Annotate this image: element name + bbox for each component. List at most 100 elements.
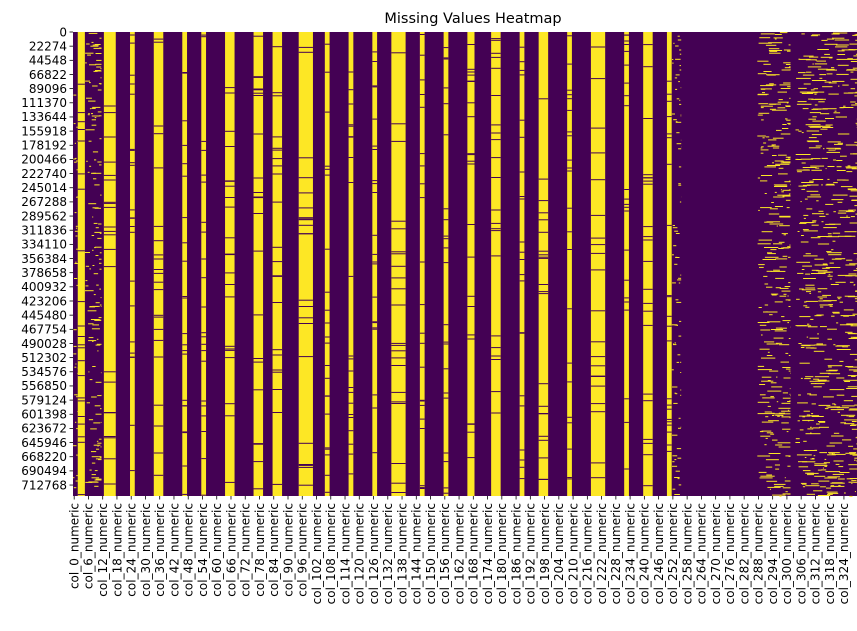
missing-segment [781, 69, 791, 71]
x-tick-label: col_120_numeric [353, 503, 367, 604]
present-streak [491, 255, 501, 257]
present-streak [538, 257, 549, 259]
present-streak [298, 224, 313, 226]
present-streak [324, 342, 330, 344]
present-streak [590, 341, 606, 343]
present-streak [153, 281, 164, 283]
missing-segment [768, 48, 780, 50]
present-streak [443, 324, 449, 326]
missing-segment [94, 485, 99, 487]
present-streak [567, 135, 572, 137]
missing-segment [827, 365, 843, 367]
missing-segment [788, 256, 791, 258]
present-streak [324, 174, 330, 176]
missing-segment [785, 106, 791, 107]
missing-segment [773, 196, 785, 198]
present-streak [225, 348, 235, 350]
missing-segment [777, 415, 780, 417]
missing-segment [819, 125, 831, 127]
missing-segment [784, 286, 791, 287]
missing-segment [840, 422, 846, 424]
missing-segment [91, 113, 93, 115]
missing-segment [91, 456, 98, 458]
x-tick-label: col_48_numeric [182, 503, 196, 597]
missing-segment [813, 350, 825, 352]
missing-segment [782, 392, 788, 394]
present-streak [443, 492, 449, 494]
missing-segment [88, 140, 92, 142]
missing-segment [96, 59, 102, 61]
missing-segment [767, 380, 771, 381]
y-tick-label: 668220 [21, 450, 67, 464]
present-streak [130, 209, 135, 211]
present-streak [182, 217, 188, 219]
missing-segment [801, 93, 814, 94]
y-tick-label: 467754 [21, 323, 67, 337]
missing-segment [775, 327, 783, 329]
present-streak [130, 93, 135, 95]
present-streak [643, 442, 653, 444]
missing-segment [760, 435, 771, 437]
missing-segment [851, 199, 857, 201]
present-streak [519, 259, 525, 260]
missing-segment [802, 184, 811, 186]
missing-segment [809, 222, 814, 224]
x-tick-label: col_258_numeric [680, 503, 694, 604]
present-streak [567, 207, 572, 209]
missing-segment [819, 77, 823, 79]
missing-segment [835, 46, 848, 48]
present-streak [567, 35, 572, 37]
missing-segment [771, 202, 774, 203]
missing-segment [760, 88, 772, 90]
present-streak [77, 188, 85, 190]
missing-segment [853, 153, 857, 155]
missing-segment [841, 414, 856, 416]
missing-segment [757, 177, 761, 179]
missing-segment [779, 215, 791, 217]
missing-segment [852, 189, 857, 190]
missing-segment [814, 463, 827, 465]
missing-segment [836, 407, 846, 409]
present-streak [348, 391, 354, 393]
present-streak [666, 444, 672, 446]
present-streak [182, 399, 188, 401]
missing-segment [817, 296, 827, 298]
missing-segment [813, 88, 818, 90]
missing-segment [816, 423, 820, 425]
missing-segment [774, 160, 784, 162]
missing-segment [847, 332, 856, 334]
missing-segment [822, 267, 830, 269]
x-tick-label: col_264_numeric [695, 503, 709, 604]
missing-segment [759, 394, 766, 396]
missing-segment [92, 207, 99, 209]
present-streak [272, 371, 283, 373]
missing-segment [760, 88, 766, 90]
missing-segment [764, 247, 779, 248]
present-streak [253, 133, 264, 135]
missing-segment [788, 193, 791, 195]
missing-segment [680, 274, 682, 276]
missing-segment [777, 194, 790, 196]
present-streak [491, 222, 501, 224]
present-streak [491, 355, 501, 357]
missing-segment [837, 411, 840, 413]
missing-segment [831, 315, 835, 317]
present-streak [491, 139, 501, 141]
missing-segment [764, 283, 769, 285]
missing-segment [778, 344, 790, 346]
present-streak [467, 256, 475, 258]
missing-segment [824, 43, 838, 45]
missing-segment [849, 281, 854, 283]
missing-segment [767, 351, 770, 353]
present-streak [201, 458, 207, 460]
present-streak [491, 335, 501, 337]
missing-segment [854, 141, 857, 143]
present-streak [391, 253, 406, 255]
present-streak [298, 219, 313, 221]
missing-segment [672, 62, 674, 64]
present-streak [519, 69, 525, 71]
missing-segment [765, 466, 773, 468]
present-streak [253, 358, 264, 359]
present-streak [624, 44, 629, 45]
missing-segment [673, 42, 675, 44]
